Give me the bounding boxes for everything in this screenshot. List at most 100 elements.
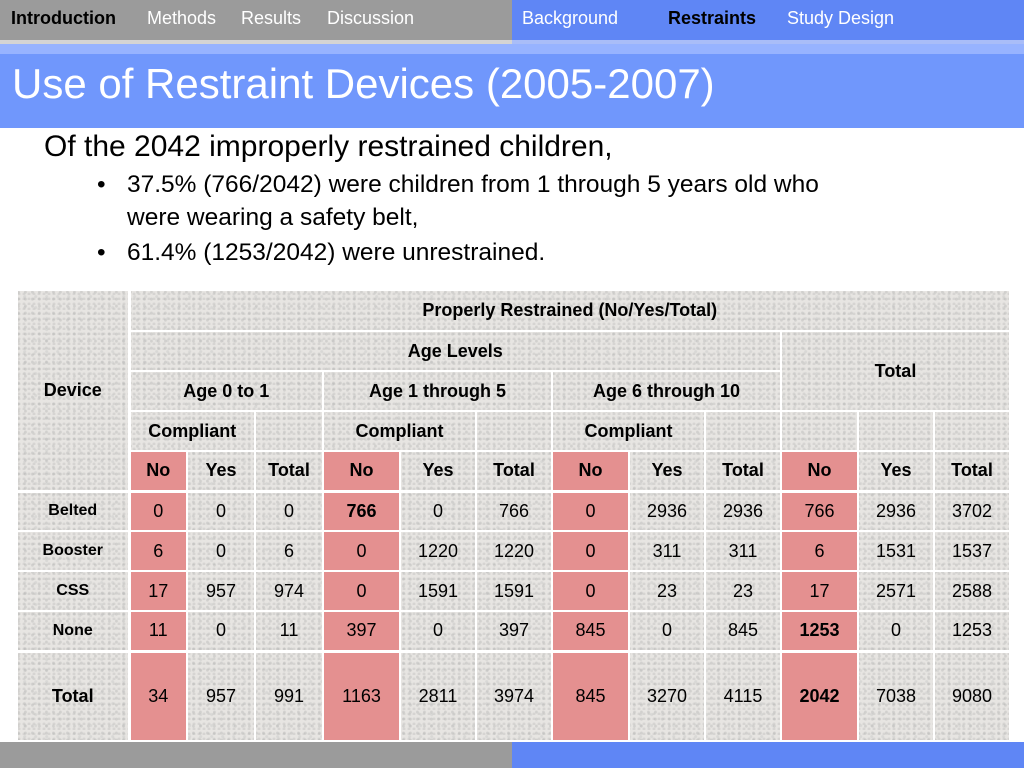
value-cell: 0 bbox=[551, 530, 630, 572]
value-cell: 2936 bbox=[857, 489, 935, 532]
footer-bar-right bbox=[512, 742, 1024, 768]
value-cell: 1537 bbox=[933, 530, 1011, 572]
separator-right bbox=[512, 40, 1024, 44]
empty-cell bbox=[857, 410, 935, 452]
nav-discussion[interactable]: Discussion bbox=[327, 8, 415, 28]
value-cell: 0 bbox=[186, 530, 256, 572]
subheader-cell: Yes bbox=[857, 450, 935, 493]
bullet-icon: • bbox=[97, 239, 106, 266]
total-value-cell: 9080 bbox=[933, 649, 1011, 742]
age-levels-header: Age Levels bbox=[128, 330, 782, 372]
subheader-cell: Total bbox=[704, 450, 782, 493]
device-cell: CSS bbox=[16, 570, 131, 612]
compliant-header: Compliant bbox=[128, 410, 256, 452]
subheader-cell: Yes bbox=[186, 450, 256, 493]
value-cell: 6 bbox=[128, 530, 188, 572]
value-cell: 2936 bbox=[628, 489, 706, 532]
value-cell: 957 bbox=[186, 570, 256, 612]
value-cell: 6 bbox=[254, 530, 324, 572]
value-cell: 6 bbox=[780, 530, 859, 572]
device-cell: None bbox=[16, 610, 131, 652]
subheader-cell: Yes bbox=[399, 450, 477, 493]
empty-cell bbox=[933, 410, 1011, 452]
value-cell: 766 bbox=[475, 489, 553, 532]
subheader-row: No Yes Total No Yes Total No Yes Total No Yes Total bbox=[17, 450, 1011, 493]
compliant-header: Compliant bbox=[551, 410, 706, 452]
subheader-cell: No bbox=[780, 450, 859, 493]
value-cell: 311 bbox=[704, 530, 782, 572]
value-cell: 11 bbox=[254, 610, 324, 652]
value-cell: 23 bbox=[704, 570, 782, 612]
page-title: Use of Restraint Devices (2005-2007) bbox=[12, 60, 715, 107]
value-cell: 0 bbox=[551, 570, 630, 612]
device-cell: Booster bbox=[16, 530, 131, 572]
nav-results[interactable]: Results bbox=[241, 8, 302, 28]
value-cell: 1220 bbox=[475, 530, 553, 572]
total-value-cell: 957 bbox=[186, 649, 256, 742]
value-cell: 2936 bbox=[704, 489, 782, 532]
value-cell: 766 bbox=[322, 489, 401, 532]
value-cell: 0 bbox=[551, 489, 630, 532]
nav-methods[interactable]: Methods bbox=[147, 8, 217, 28]
empty-cell bbox=[475, 410, 553, 452]
value-cell: 2571 bbox=[857, 570, 935, 612]
value-cell: 17 bbox=[780, 570, 859, 612]
restraint-table: Device Properly Restrained (No/Yes/Total… bbox=[16, 289, 1011, 742]
total-value-cell: 4115 bbox=[704, 649, 782, 742]
device-header: Device bbox=[16, 289, 131, 492]
subheader-cell: No bbox=[128, 450, 188, 493]
value-cell: 0 bbox=[254, 489, 324, 532]
total-value-cell: 3974 bbox=[475, 649, 553, 742]
table-body: Belted 0 0 0 766 0 766 0 2936 2936 766 2936 3702 Boos… bbox=[16, 489, 1011, 742]
value-cell: 11 bbox=[128, 610, 188, 652]
compliant-header: Compliant bbox=[322, 410, 477, 452]
total-value-cell: 845 bbox=[551, 649, 630, 742]
intro-text: Of the 2042 improperly restrained childr… bbox=[44, 130, 613, 163]
value-cell: 0 bbox=[128, 489, 188, 532]
value-cell: 0 bbox=[399, 610, 477, 652]
value-cell: 974 bbox=[254, 570, 324, 612]
value-cell: 17 bbox=[128, 570, 188, 612]
total-value-cell: 1163 bbox=[322, 649, 401, 742]
properly-restrained-header: Properly Restrained (No/Yes/Total) bbox=[128, 289, 1011, 332]
device-cell: Belted bbox=[16, 489, 131, 532]
table-row: CSS 17 957 974 0 1591 1591 0 23 23 17 2571 2588 bbox=[16, 570, 1011, 612]
value-cell: 845 bbox=[704, 610, 782, 652]
empty-cell bbox=[254, 410, 324, 452]
total-value-cell: 2811 bbox=[399, 649, 477, 742]
total-row: Total 34 957 991 1163 2811 3974 845 3270 4115 2042… bbox=[16, 649, 1011, 742]
total-value-cell: 3270 bbox=[628, 649, 706, 742]
total-header: Total bbox=[780, 330, 1011, 412]
empty-cell bbox=[704, 410, 782, 452]
footer-bar-left bbox=[0, 742, 512, 768]
value-cell: 0 bbox=[186, 489, 256, 532]
subheader-cell: Total bbox=[254, 450, 324, 493]
table-row: None 11 0 11 397 0 397 845 0 845 1253 0 1253 bbox=[16, 610, 1011, 652]
value-cell: 1591 bbox=[475, 570, 553, 612]
nav-background[interactable]: Background bbox=[522, 8, 619, 28]
value-cell: 0 bbox=[322, 570, 401, 612]
total-value-cell: 34 bbox=[128, 649, 188, 742]
nav-bar-right: Background Restraints Study Design bbox=[512, 0, 1024, 40]
value-cell: 0 bbox=[399, 489, 477, 532]
table-row: Booster 6 0 6 0 1220 1220 0 311 311 6 1531 1537 bbox=[16, 530, 1011, 572]
total-label-cell: Total bbox=[16, 649, 131, 742]
value-cell: 845 bbox=[551, 610, 630, 652]
subheader-cell: Yes bbox=[628, 450, 706, 493]
value-cell: 311 bbox=[628, 530, 706, 572]
nav-study-design[interactable]: Study Design bbox=[787, 8, 895, 28]
nav-introduction[interactable]: Introduction bbox=[11, 8, 116, 28]
subheader-cell: Total bbox=[933, 450, 1011, 493]
value-cell: 0 bbox=[628, 610, 706, 652]
total-value-cell: 2042 bbox=[780, 649, 859, 742]
value-cell: 23 bbox=[628, 570, 706, 612]
nav-restraints[interactable]: Restraints bbox=[668, 8, 757, 28]
value-cell: 397 bbox=[322, 610, 401, 652]
empty-cell bbox=[780, 410, 859, 452]
value-cell: 3702 bbox=[933, 489, 1011, 532]
subheader-cell: No bbox=[322, 450, 401, 493]
value-cell: 1591 bbox=[399, 570, 477, 612]
value-cell: 1531 bbox=[857, 530, 935, 572]
value-cell: 1220 bbox=[399, 530, 477, 572]
age-group-header: Age 0 to 1 bbox=[128, 370, 324, 412]
